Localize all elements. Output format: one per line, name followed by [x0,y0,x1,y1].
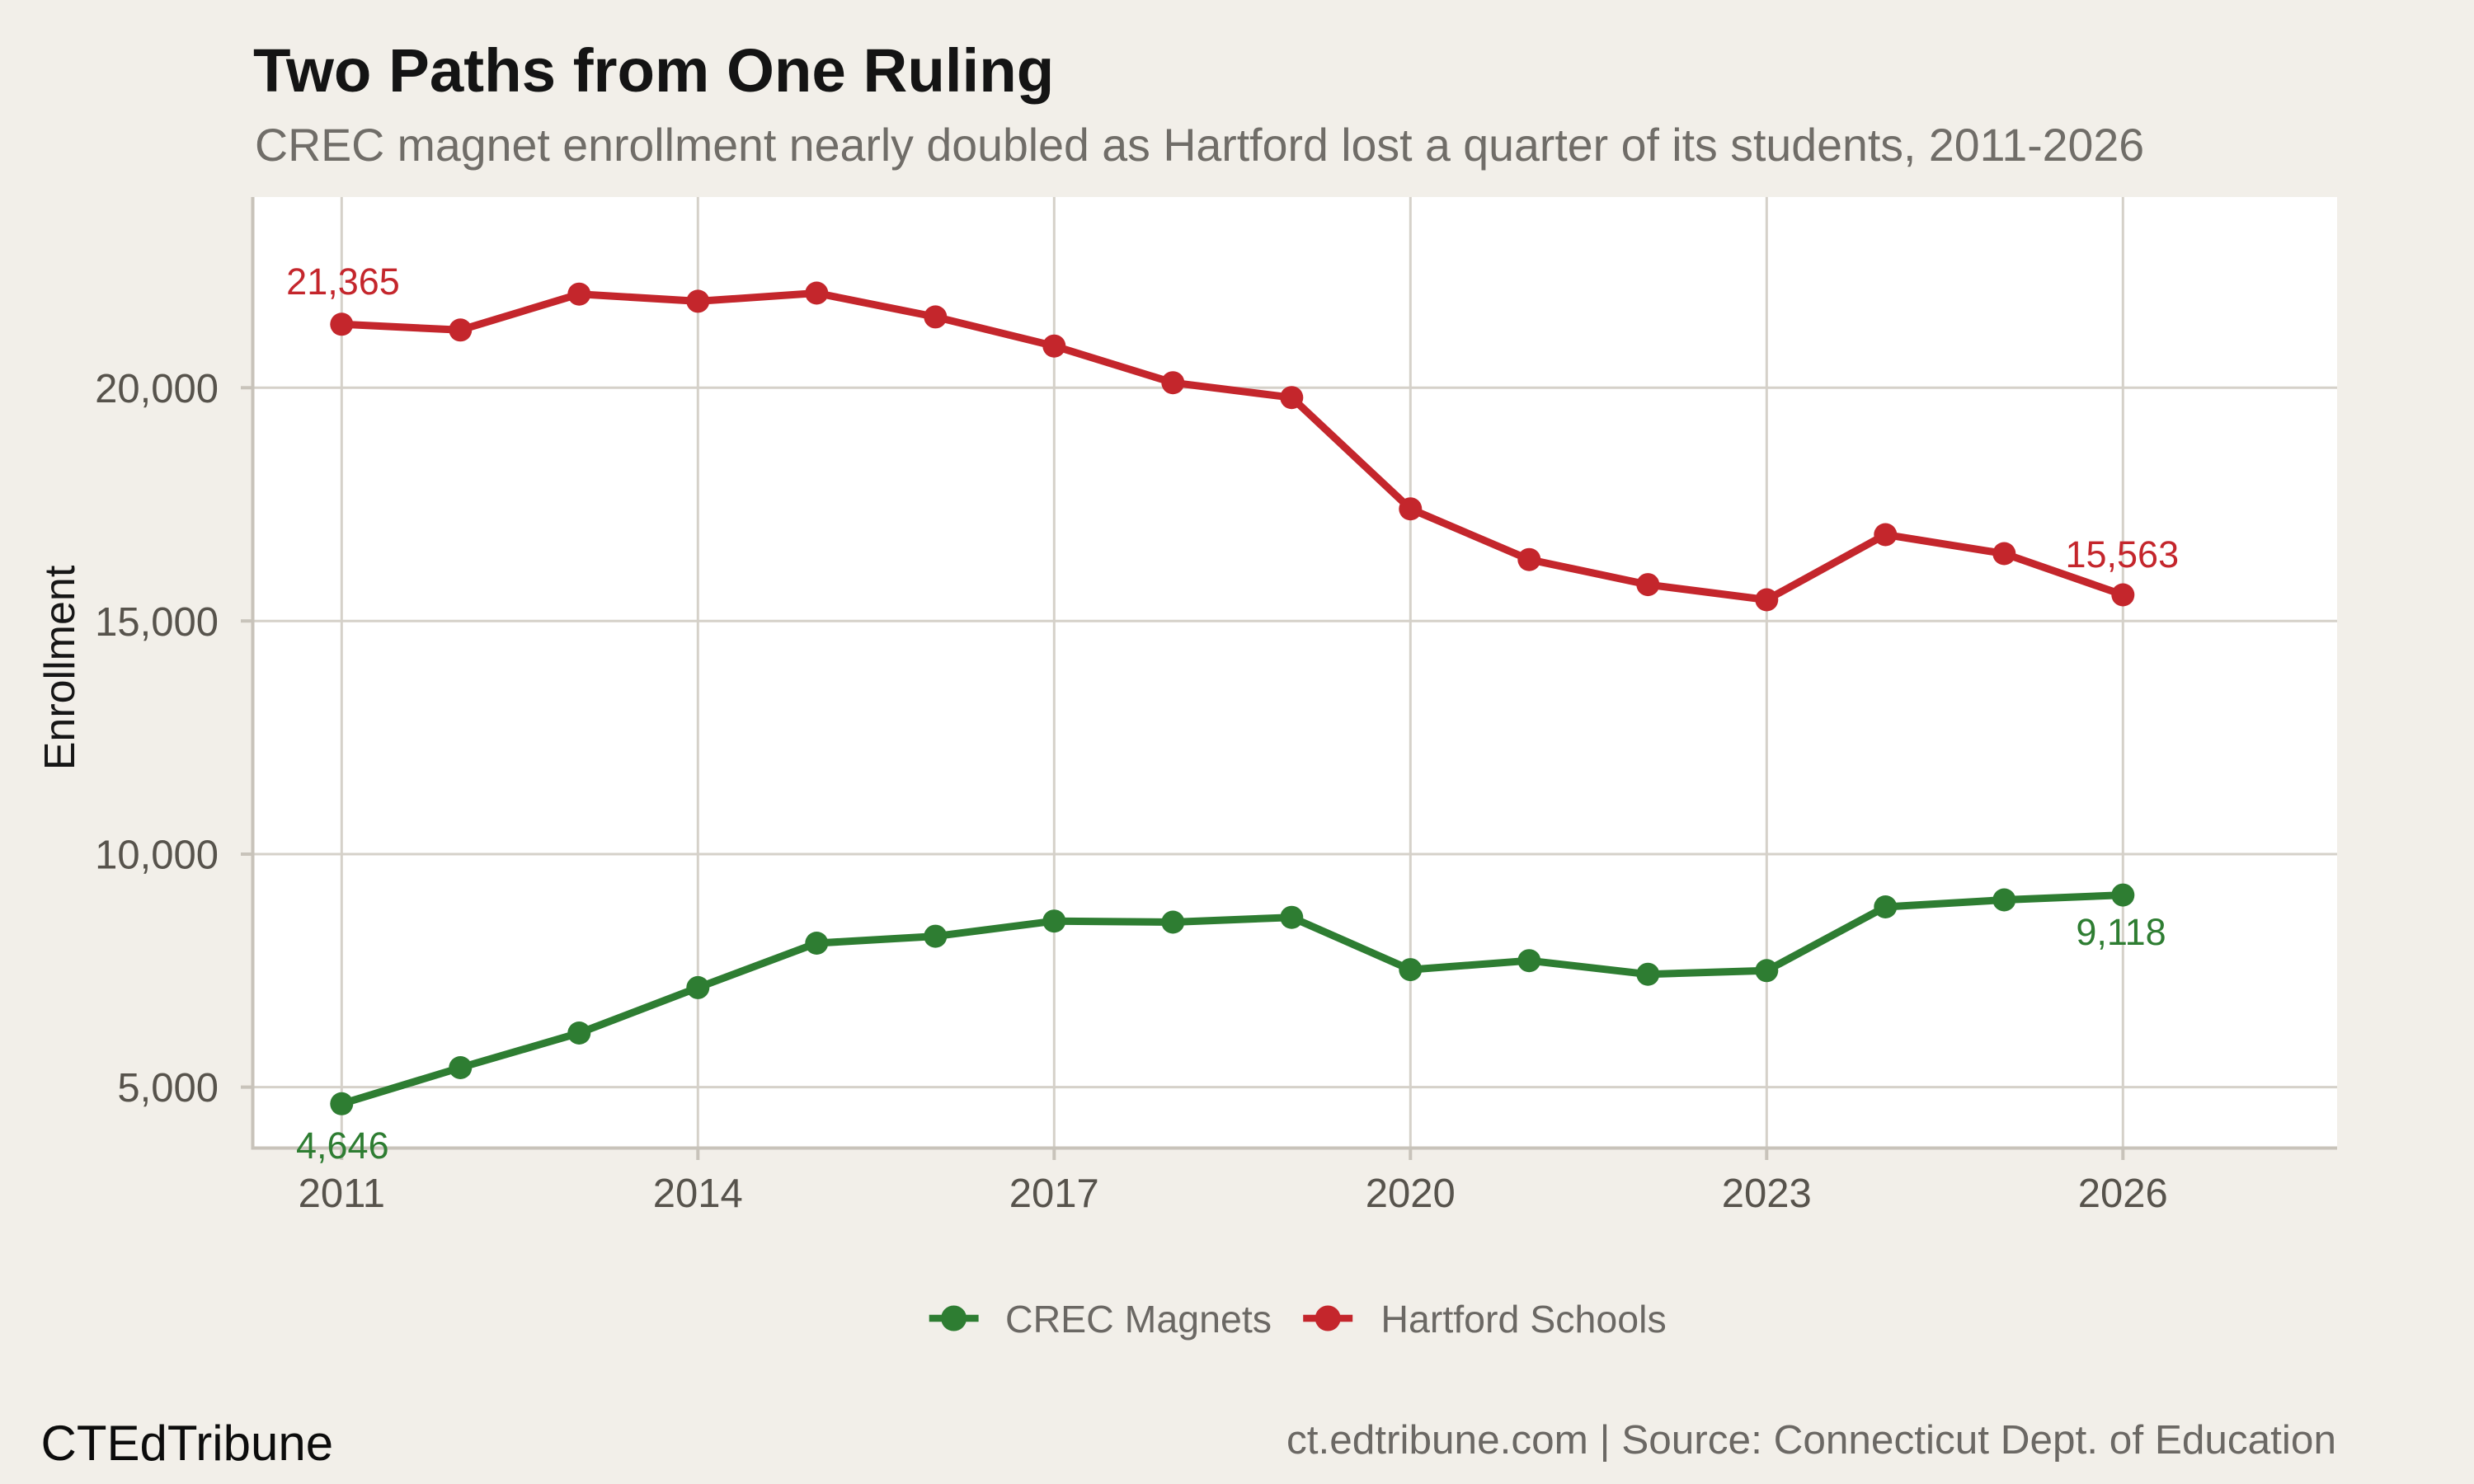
svg-text:15,000: 15,000 [95,600,219,645]
svg-text:Enrollment: Enrollment [36,565,84,770]
svg-text:2020: 2020 [1366,1172,1456,1216]
svg-text:Two Paths from One Ruling: Two Paths from One Ruling [253,36,1054,105]
svg-text:2011: 2011 [299,1172,385,1216]
svg-text:2026: 2026 [2078,1172,2168,1216]
svg-text:CREC magnet enrollment nearly: CREC magnet enrollment nearly doubled as… [255,120,2144,171]
svg-text:2014: 2014 [653,1172,743,1216]
svg-text:2023: 2023 [1722,1172,1812,1216]
svg-text:5,000: 5,000 [117,1066,219,1111]
svg-text:ct.edtribune.com | Source: Con: ct.edtribune.com | Source: Connecticut D… [1286,1417,2336,1463]
svg-text:10,000: 10,000 [95,834,219,878]
svg-text:CTEdTribune: CTEdTribune [41,1416,334,1471]
svg-text:4,646: 4,646 [296,1125,389,1167]
svg-text:Hartford Schools: Hartford Schools [1380,1298,1666,1341]
svg-text:2017: 2017 [1009,1172,1099,1216]
svg-text:20,000: 20,000 [95,367,219,411]
svg-text:21,365: 21,365 [286,261,400,303]
svg-text:15,563: 15,563 [2065,533,2179,575]
svg-text:CREC Magnets: CREC Magnets [1005,1298,1272,1341]
svg-text:9,118: 9,118 [2076,911,2166,953]
